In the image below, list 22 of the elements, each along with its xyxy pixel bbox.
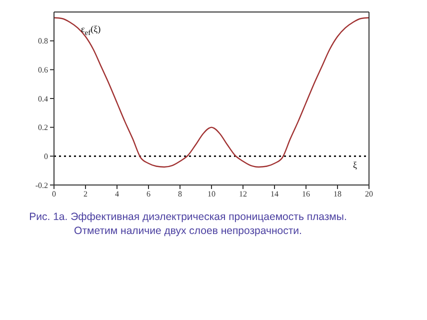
y-axis-title: ε$_{ef}$(ξ) — [81, 24, 101, 37]
x-tick-label: 8 — [178, 190, 182, 199]
x-tick-label: 18 — [334, 190, 342, 199]
y-tick-label: 0.8 — [38, 36, 48, 46]
text: Отметим наличие двух слоев непрозрачности. — [73, 224, 303, 238]
x-tick-label: 2 — [84, 190, 88, 199]
y-tick-label: 0.4 — [38, 94, 48, 104]
text: Рис. 1а. Эффективная диэлектрическая проницаемость плазмы. — [28, 210, 348, 224]
x-tick-label: 14 — [270, 190, 278, 199]
x-tick-label: 20 — [365, 190, 373, 199]
y-tick-label: 0 — [44, 152, 48, 162]
line-series — [54, 17, 369, 168]
x-tick-label: 6 — [146, 190, 150, 199]
x-tick-label: 10 — [208, 190, 216, 199]
x-tick-label: 16 — [302, 190, 310, 199]
x-tick-label: 12 — [239, 190, 247, 199]
y-tick-label: 0.6 — [38, 66, 48, 75]
y-tick-label: -0.2 — [35, 180, 48, 190]
y-tick-label: 0.2 — [38, 123, 48, 132]
x-tick-label: 4 — [115, 190, 119, 199]
x-tick-label: 0 — [52, 190, 56, 199]
x-axis-title: ξ — [353, 160, 358, 170]
